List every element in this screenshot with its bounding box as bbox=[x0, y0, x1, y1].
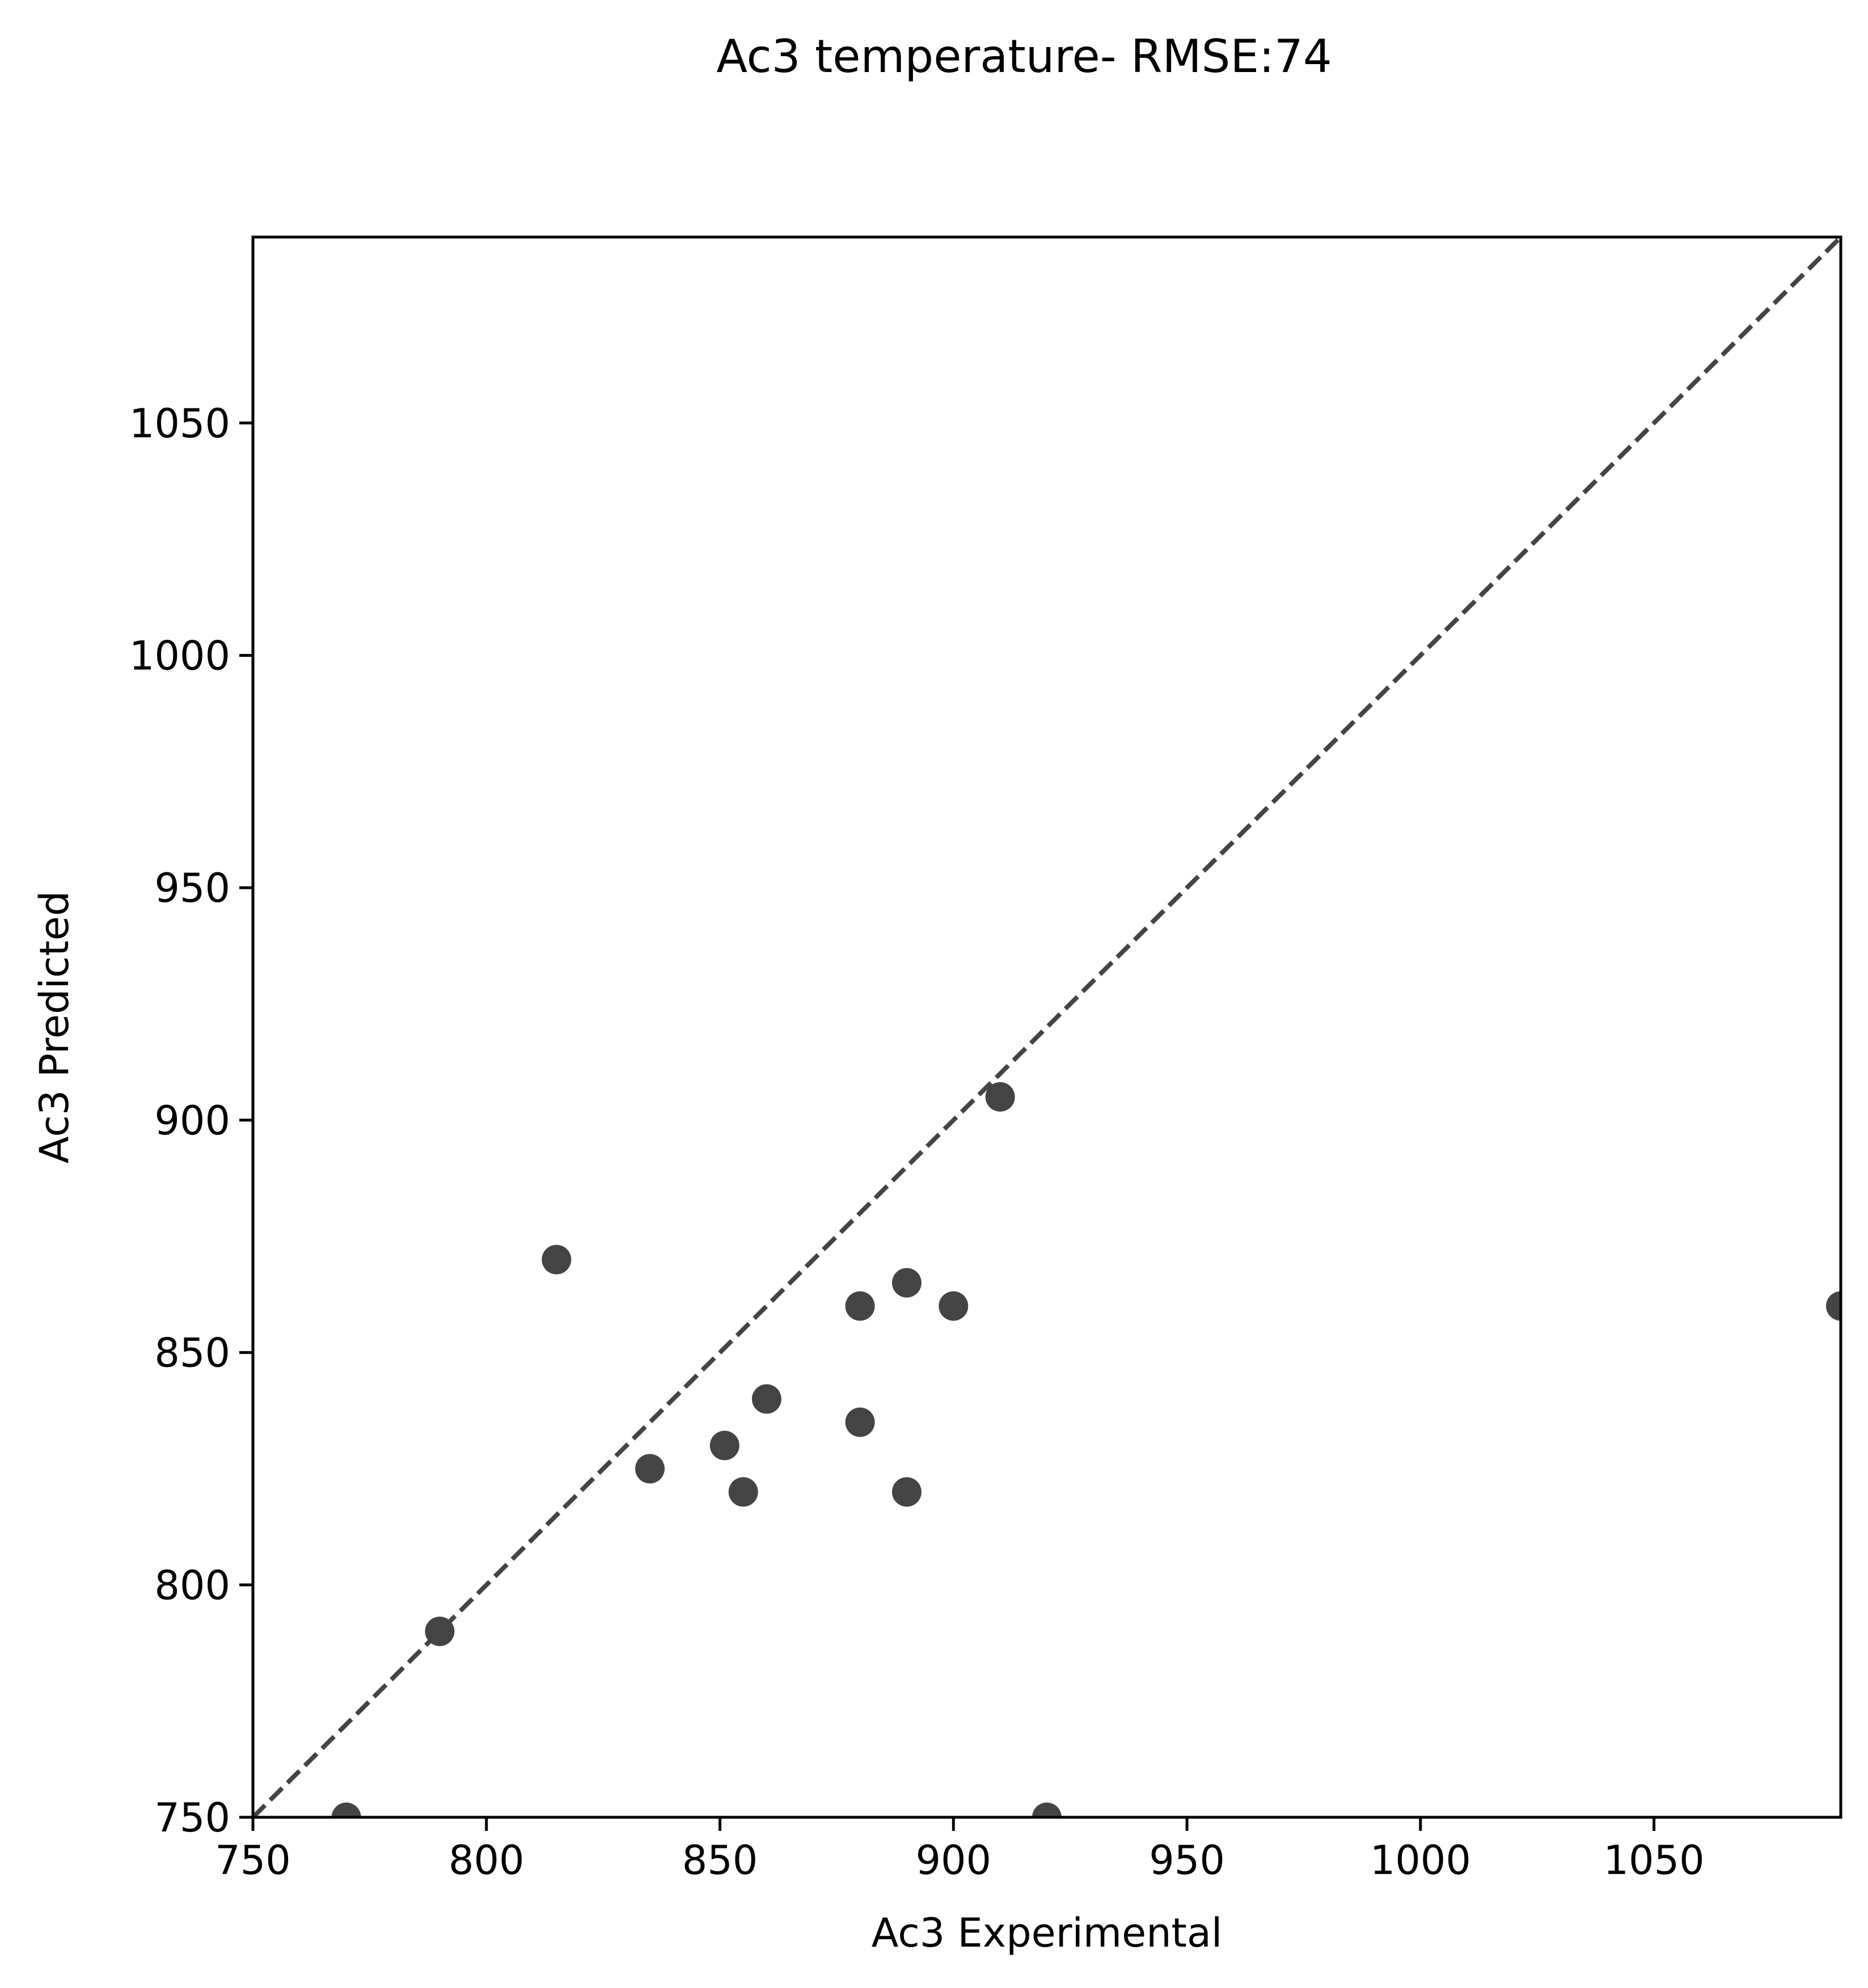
data-point bbox=[985, 1082, 1015, 1112]
plot-area bbox=[251, 235, 1842, 1819]
x-axis: 750 800 850 900 950 1000 1050 bbox=[215, 1817, 1705, 1884]
data-point bbox=[891, 1268, 922, 1298]
y-tick-label: 750 bbox=[154, 1795, 230, 1841]
y-tick-label: 1000 bbox=[129, 632, 230, 679]
data-point bbox=[845, 1407, 875, 1437]
y-axis-label: Ac3 Predicted bbox=[31, 891, 78, 1164]
x-axis-label: Ac3 Experimental bbox=[872, 1910, 1223, 1956]
data-point bbox=[845, 1291, 875, 1321]
data-point bbox=[425, 1616, 455, 1647]
chart-title: Ac3 temperature- RMSE:74 bbox=[716, 30, 1332, 83]
data-point bbox=[728, 1477, 758, 1507]
x-tick-label: 750 bbox=[215, 1837, 291, 1884]
data-point bbox=[635, 1454, 665, 1484]
y-tick-label: 1050 bbox=[129, 400, 230, 447]
y-tick-label: 900 bbox=[154, 1098, 230, 1144]
x-tick-label: 1000 bbox=[1370, 1837, 1471, 1884]
data-point bbox=[1032, 1803, 1062, 1817]
y-tick-label: 800 bbox=[154, 1562, 230, 1609]
data-point bbox=[709, 1430, 739, 1461]
y-tick-label: 950 bbox=[154, 865, 230, 911]
plot-frame bbox=[251, 235, 1842, 1819]
data-point bbox=[331, 1803, 361, 1817]
data-point bbox=[891, 1477, 922, 1507]
x-tick-label: 1050 bbox=[1604, 1837, 1705, 1884]
data-point bbox=[751, 1384, 781, 1414]
reference-line bbox=[253, 237, 1841, 1817]
x-tick-label: 950 bbox=[1149, 1837, 1225, 1884]
data-point bbox=[542, 1244, 572, 1274]
x-tick-label: 800 bbox=[449, 1837, 525, 1884]
y-tick-label: 850 bbox=[154, 1330, 230, 1377]
x-tick-label: 900 bbox=[915, 1837, 991, 1884]
data-point bbox=[1826, 1291, 1841, 1321]
data-point bbox=[939, 1291, 969, 1321]
y-axis: 750 800 850 900 950 1000 1050 bbox=[129, 400, 253, 1841]
x-tick-label: 850 bbox=[682, 1837, 758, 1884]
